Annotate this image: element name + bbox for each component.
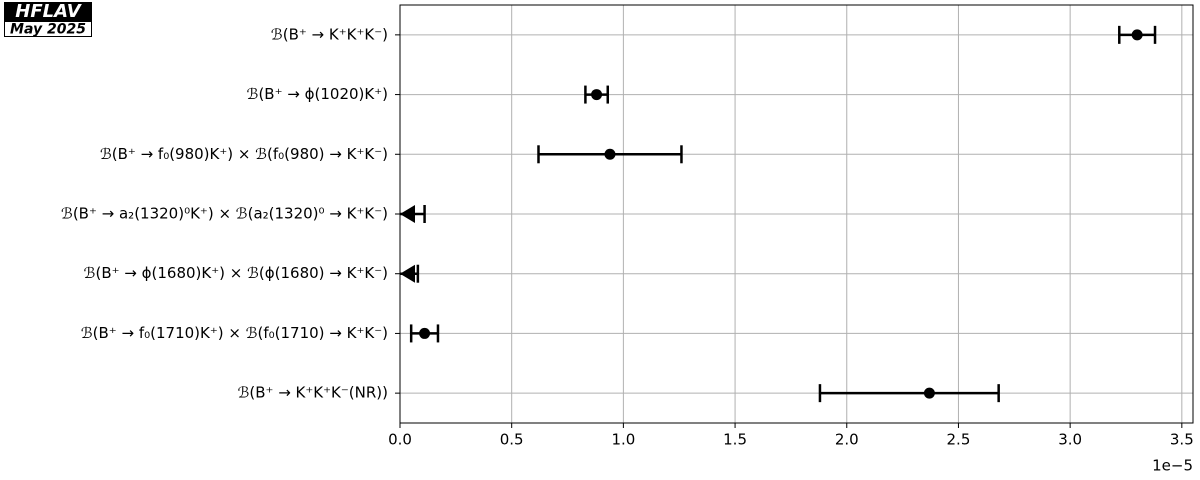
point bbox=[923, 387, 935, 399]
x-tick-label: 3.5 bbox=[1170, 431, 1194, 449]
point bbox=[1131, 29, 1143, 41]
point bbox=[591, 89, 603, 101]
x-tick-label: 0.0 bbox=[388, 431, 412, 449]
y-tick-label: ℬ(B⁺ → ϕ(1680)K⁺) × ℬ(ϕ(1680) → K⁺K⁻) bbox=[84, 264, 388, 282]
y-tick-label: ℬ(B⁺ → K⁺K⁺K⁻(NR)) bbox=[238, 384, 388, 402]
date-box bbox=[4, 21, 92, 37]
limit-arrow bbox=[400, 264, 415, 283]
x-tick-label: 2.5 bbox=[947, 431, 971, 449]
x-tick-label: 2.0 bbox=[835, 431, 859, 449]
y-tick-label: ℬ(B⁺ → a₂(1320)⁰K⁺) × ℬ(a₂(1320)⁰ → K⁺K⁻… bbox=[61, 205, 388, 223]
y-tick-label: ℬ(B⁺ → K⁺K⁺K⁻) bbox=[271, 25, 388, 43]
badge: HFLAV bbox=[15, 1, 83, 22]
y-tick-label: ℬ(B⁺ → ϕ(1020)K⁺) bbox=[247, 85, 388, 103]
x-tick-label: 1.0 bbox=[611, 431, 635, 449]
x-tick-label: 1.5 bbox=[723, 431, 747, 449]
y-tick-label: ℬ(B⁺ → f₀(1710)K⁺) × ℬ(f₀(1710) → K⁺K⁻) bbox=[81, 324, 388, 342]
point bbox=[604, 148, 616, 160]
x-tick-label: 0.5 bbox=[500, 431, 524, 449]
date: May 2025 bbox=[10, 22, 86, 38]
limit-arrow bbox=[400, 205, 415, 223]
badge-box bbox=[4, 2, 92, 21]
x-offset-label: 1e−5 bbox=[1152, 457, 1193, 475]
y-tick-label: ℬ(B⁺ → f₀(980)K⁺) × ℬ(f₀(980) → K⁺K⁻) bbox=[100, 145, 388, 163]
point bbox=[419, 327, 431, 339]
x-tick-label: 3.0 bbox=[1058, 431, 1082, 449]
